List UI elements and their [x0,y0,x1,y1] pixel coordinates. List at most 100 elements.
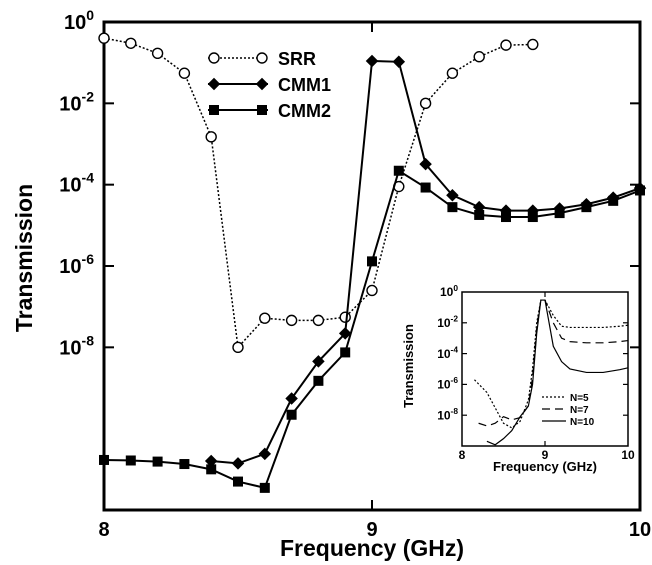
legend-cmm2-marker [257,105,267,115]
series-srr-point [500,39,512,51]
main-y-tick-base: 10 [59,337,81,359]
inset-y-axis-title: Transmission [401,324,416,408]
series-cmm1-point [392,55,406,69]
inset-legend-n5-label: N=5 [570,393,589,404]
inset-y-tick-base: 10 [437,408,451,422]
main-x-tick-label: 9 [366,519,377,541]
series-srr-point [178,67,191,79]
inset-y-tick-exponent: -6 [451,375,459,385]
inset-series-n7-line [478,299,629,427]
series-srr-point [312,314,325,327]
main-y-tick-label: 100 [64,7,94,34]
series-srr-point [151,47,164,59]
series-cmm2-point [179,459,190,470]
series-cmm1-point [312,355,325,368]
inset-y-tick-label: 10-4 [437,344,458,360]
series-srr-point [527,38,539,51]
series-cmm2-point [393,165,404,176]
inset-y-tick-base: 10 [440,285,454,299]
inset-legend-n10-label: N=10 [570,417,595,428]
legend-cmm1-marker [255,77,269,91]
series-cmm2-point [313,375,324,386]
inset-y-tick-exponent: -2 [451,314,459,324]
legend-cmm2-label: CMM2 [278,101,331,121]
series-cmm1-point [204,454,218,468]
series-srr-point [339,311,351,323]
series-cmm2-point [554,208,565,219]
inset-y-tick-label: 10-8 [437,406,458,422]
series-srr-point [232,341,244,354]
series-cmm2-point [635,185,645,196]
series-cmm2-point [367,256,377,267]
main-y-tick-label: 10-6 [59,251,94,278]
main-y-tick-exponent: 0 [86,7,94,23]
main-y-tick-base: 10 [59,175,81,197]
main-y-tick-base: 10 [59,256,81,278]
series-cmm2-point [608,195,619,206]
main-y-tick-base: 10 [59,93,81,115]
series-srr-point [205,131,217,143]
series-srr-point [419,97,432,110]
inset-y-tick-base: 10 [437,378,451,392]
main-y-axis-title: Transmission [11,184,37,332]
legend-srr-marker [208,52,220,64]
series-cmm2-point [125,455,136,466]
legend-cmm1-label: CMM1 [278,75,331,95]
inset-series-n5-line [474,299,629,429]
series-cmm1-point [231,457,245,470]
main-y-tick-label: 10-8 [59,332,94,359]
series-srr-point [473,51,485,63]
series-srr-point [446,67,459,79]
inset-legend: N=5N=7N=10 [542,393,595,428]
series-cmm2-point [259,482,270,493]
series-cmm1-point [419,157,432,171]
main-y-tick-exponent: -2 [82,88,95,104]
inset-y-tick-label: 10-2 [437,314,458,330]
inset-series-layer [474,299,629,446]
main-y-tick-exponent: -6 [82,251,95,267]
inset-x-tick-label: 8 [459,448,466,462]
series-cmm1-point [285,392,298,405]
series-cmm1-point [365,54,379,68]
legend-srr-marker [256,52,268,64]
main-legend: SRR CMM1 CMM2 [207,49,331,121]
inset-y-tick-label: 10-6 [437,375,458,391]
series-cmm2-point [206,464,217,475]
series-cmm2-point [501,212,511,223]
inset-y-tick-exponent: -8 [451,406,459,416]
legend-srr-label: SRR [278,49,316,69]
series-cmm2-point [420,182,431,193]
inset-y-tick-exponent: -4 [451,344,459,354]
inset-y-tick-base: 10 [437,316,451,330]
series-cmm1-point [338,327,352,340]
inset-y-tick-base: 10 [437,347,451,361]
inset-y-tick-label: 100 [440,283,458,299]
inset-legend-n7-label: N=7 [570,405,589,416]
inset-plot-background [462,292,628,446]
inset-x-tick-label: 10 [621,448,635,462]
main-series-layer [98,32,647,493]
inset-y-tick-exponent: 0 [453,283,458,293]
main-y-tick-label: 10-2 [59,88,94,115]
main-x-tick-label: 10 [629,519,651,541]
series-cmm2-point [152,456,163,467]
series-cmm2-point [99,454,109,465]
series-cmm2-point [447,202,458,213]
main-y-tick-base: 10 [64,12,86,34]
inset-series-n10-line [486,299,629,446]
series-cmm2-point [527,212,538,223]
main-y-tick-label: 10-4 [59,170,94,197]
series-srr-point [125,37,137,49]
main-y-tick-exponent: -8 [82,332,95,348]
series-srr-point [98,32,110,44]
series-cmm2-point [286,409,297,420]
series-cmm1-point [446,188,459,202]
main-y-tick-exponent: -4 [82,170,95,186]
legend-cmm2-marker [209,105,219,115]
inset-x-axis-title: Frequency (GHz) [493,459,597,474]
